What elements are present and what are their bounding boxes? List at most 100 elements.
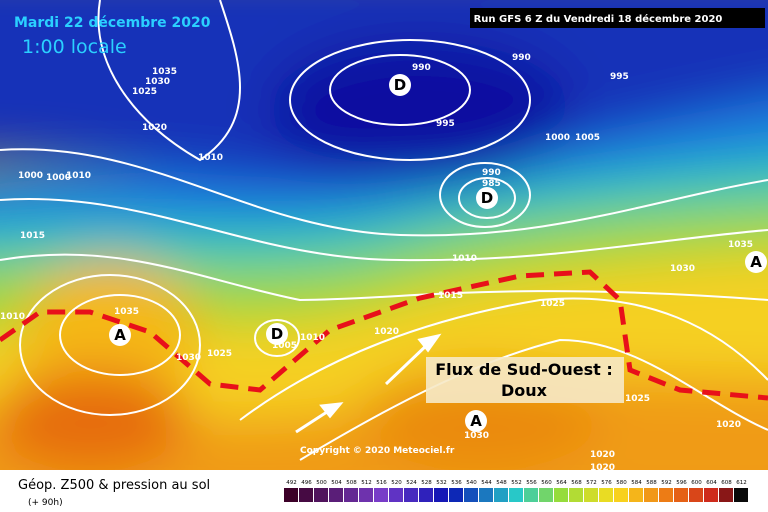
scale-label: 492 xyxy=(286,480,297,486)
scale-swatch xyxy=(449,488,463,502)
scale-swatch xyxy=(704,488,718,502)
center-label: A xyxy=(750,253,762,271)
isobar-label: 995 xyxy=(436,119,455,129)
center-marker xyxy=(389,74,411,96)
scale-swatch xyxy=(674,488,688,502)
center-label: D xyxy=(481,189,493,207)
isobar-label: 1005 xyxy=(575,133,600,143)
scale-label: 564 xyxy=(556,480,567,486)
scale-swatch xyxy=(314,488,328,502)
isobar-label: 990 xyxy=(512,53,531,63)
legend-subtitle: (+ 90h) xyxy=(28,498,63,508)
scale-swatch xyxy=(629,488,643,502)
scale-label: 596 xyxy=(676,480,687,486)
scale-label: 608 xyxy=(721,480,732,486)
isobar-label: 1000 xyxy=(545,133,570,143)
annotation-box xyxy=(426,357,624,403)
scale-swatch xyxy=(569,488,583,502)
scale-label: 588 xyxy=(646,480,657,486)
legend-title: Géop. Z500 & pression au sol xyxy=(18,478,210,493)
scale-label: 556 xyxy=(526,480,537,486)
isobar-label: 1020 xyxy=(590,450,615,460)
scale-label: 496 xyxy=(301,480,312,486)
isobar-label: 1000 xyxy=(18,171,43,181)
isobar-label: 1030 xyxy=(145,77,170,87)
isobars xyxy=(0,0,768,461)
isobar-label: 1010 xyxy=(66,171,91,181)
scale-label: 528 xyxy=(421,480,432,486)
scale-swatch xyxy=(299,488,313,502)
scale-swatch xyxy=(584,488,598,502)
scale-label: 560 xyxy=(541,480,552,486)
center-marker xyxy=(476,187,498,209)
time: 1:00 locale xyxy=(22,36,127,58)
scale-label: 580 xyxy=(616,480,627,486)
scale-swatch xyxy=(434,488,448,502)
scale-label: 544 xyxy=(481,480,492,486)
scale-label: 572 xyxy=(586,480,597,486)
isobar-label: 1010 xyxy=(300,333,325,343)
scale-label: 592 xyxy=(661,480,672,486)
scale-swatch xyxy=(419,488,433,502)
isobar-label: 1010 xyxy=(0,312,25,322)
center-marker xyxy=(266,323,288,345)
isobar-label: 1035 xyxy=(728,240,753,250)
isobar-label: 1015 xyxy=(20,231,45,241)
isobar-label: 1035 xyxy=(152,67,177,77)
scale-swatch xyxy=(554,488,568,502)
isobar-label: 1010 xyxy=(198,153,223,163)
scale-swatch xyxy=(344,488,358,502)
isobar-label: 1025 xyxy=(207,349,232,359)
isobar-label: 1025 xyxy=(132,87,157,97)
center-marker xyxy=(109,324,131,346)
scale-swatch xyxy=(539,488,553,502)
isobar-label: 1025 xyxy=(540,299,565,309)
isobar-label: 990 xyxy=(412,63,431,73)
scale-swatch xyxy=(599,488,613,502)
scale-swatch xyxy=(359,488,373,502)
isobar-label: 1030 xyxy=(176,353,201,363)
scale-label: 508 xyxy=(346,480,357,486)
isobar-label: 1020 xyxy=(374,327,399,337)
flow-arrows xyxy=(295,333,442,434)
scale-swatch xyxy=(614,488,628,502)
scale-swatch xyxy=(524,488,538,502)
isobar-label: 1000 xyxy=(46,173,71,183)
isobar-label: 1020 xyxy=(142,123,167,133)
copyright: Copyright © 2020 Meteociel.fr xyxy=(300,446,455,456)
center-marker xyxy=(465,410,487,432)
isobar-label: 1030 xyxy=(670,264,695,274)
run-box xyxy=(470,8,765,28)
isobar-label: 985 xyxy=(482,179,501,189)
isobar-label: 1015 xyxy=(438,291,463,301)
scale-swatch xyxy=(464,488,478,502)
isobar-label: 1035 xyxy=(114,307,139,317)
scale-label: 600 xyxy=(691,480,702,486)
center-label: A xyxy=(114,326,126,344)
scale-label: 568 xyxy=(571,480,582,486)
isobar-label: 990 xyxy=(482,168,501,178)
scale-swatch xyxy=(644,488,658,502)
front-line xyxy=(0,269,768,401)
scale-swatch xyxy=(284,488,298,502)
center-label: A xyxy=(470,412,482,430)
date: Mardi 22 décembre 2020 xyxy=(14,15,211,31)
scale-label: 576 xyxy=(601,480,612,486)
scale-label: 540 xyxy=(466,480,477,486)
isobar-label: 1020 xyxy=(716,420,741,430)
isobar-label: 1030 xyxy=(464,431,489,441)
run: Run GFS 6 Z du Vendredi 18 décembre 2020 xyxy=(474,13,723,25)
scale-label: 552 xyxy=(511,480,522,486)
scale-label: 504 xyxy=(331,480,342,486)
isobar-label: 1005 xyxy=(272,341,297,351)
scale-swatch xyxy=(479,488,493,502)
annotation: Doux xyxy=(501,381,548,400)
scale-swatch xyxy=(329,488,343,502)
scale-label: 500 xyxy=(316,480,327,486)
scale-swatch xyxy=(659,488,673,502)
scale-swatch xyxy=(719,488,733,502)
scale-swatch xyxy=(509,488,523,502)
